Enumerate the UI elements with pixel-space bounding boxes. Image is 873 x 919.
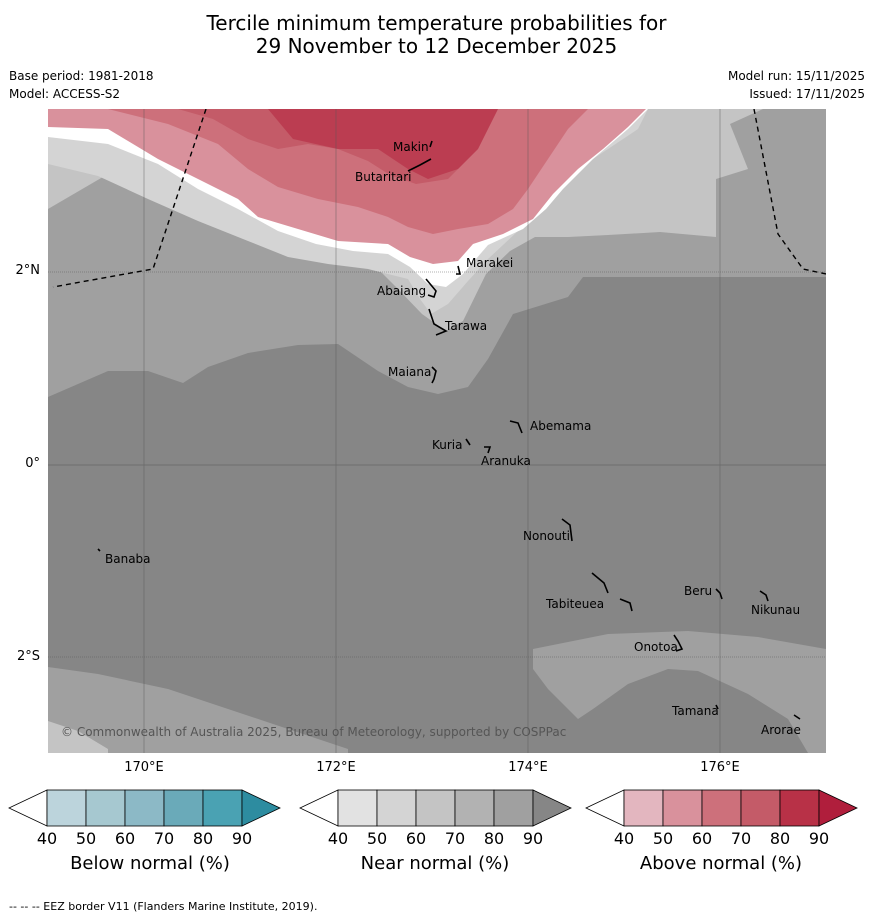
above-normal-80-region [268, 109, 498, 179]
colorbar-tick-label: 50 [367, 829, 387, 848]
colorbar-segment [202, 789, 243, 827]
lat-label-2s: 2°S [16, 649, 40, 664]
colorbar-min-extend [8, 789, 48, 827]
gridlines [48, 109, 826, 753]
colorbar-segment [124, 789, 165, 827]
label-near-normal: Near normal (%) [360, 853, 510, 874]
colorbar-segment [740, 789, 781, 827]
label-onotoa: Onotoa [634, 640, 678, 654]
label-beru: Beru [684, 584, 712, 598]
place-labels: Makin Butaritari Marakei Abaiang Tarawa … [105, 140, 801, 737]
eez-border [52, 109, 826, 288]
near-normal-south-80-region [533, 631, 826, 753]
label-kuria: Kuria [432, 438, 463, 452]
colorbar-segment [493, 789, 534, 827]
base-period: Base period: 1981-2018 [9, 69, 154, 83]
label-maiana: Maiana [388, 365, 431, 379]
colorbar-near-normal: 40 50 60 70 80 90 [299, 789, 572, 848]
lon-label-172: 172°E [316, 760, 356, 775]
label-nonouti: Nonouti [523, 529, 570, 543]
label-makin: Makin [393, 140, 429, 154]
colorbar-max-extend [241, 789, 281, 827]
title-line-1: Tercile minimum temperature probabilitie… [206, 11, 667, 35]
colorbar-tick-label: 40 [328, 829, 348, 848]
colorbar-segment [337, 789, 378, 827]
colorbar-segment [662, 789, 703, 827]
colorbar-tick-label: 70 [731, 829, 751, 848]
label-tamana: Tamana [671, 704, 719, 718]
label-butaritari: Butaritari [355, 170, 412, 184]
lon-label-170: 170°E [124, 760, 164, 775]
chart-title: Tercile minimum temperature probabilitie… [0, 12, 873, 58]
issued-date: Issued: 17/11/2025 [749, 87, 865, 101]
label-above-normal: Above normal (%) [639, 853, 803, 874]
lon-label-174: 174°E [508, 760, 548, 775]
label-tabiteuea: Tabiteuea [545, 597, 604, 611]
colorbar-tick-label: 80 [193, 829, 213, 848]
near-normal-south-west-region [48, 667, 348, 753]
colorbar-tick-label: 60 [406, 829, 426, 848]
meta-right: Model run: 15/11/2025 Issued: 17/11/2025 [728, 67, 865, 103]
colorbar-tick-label: 80 [484, 829, 504, 848]
colorbar-tick-label: 70 [154, 829, 174, 848]
colorbar-segment [623, 789, 664, 827]
title-line-2: 29 November to 12 December 2025 [255, 34, 618, 58]
label-abemama: Abemama [530, 419, 591, 433]
eez-footer-note: -- -- -- EEZ border V11 (Flanders Marine… [9, 900, 318, 913]
colorbar-tick-label: 80 [770, 829, 790, 848]
lat-label-0: 0° [25, 456, 40, 471]
colorbar-max-extend [818, 789, 858, 827]
colorbar-segment [85, 789, 126, 827]
colorbar-segment [415, 789, 456, 827]
label-arorae: Arorae [761, 723, 801, 737]
label-abaiang: Abaiang [377, 284, 426, 298]
lon-label-176: 176°E [700, 760, 740, 775]
probability-map: Makin Butaritari Marakei Abaiang Tarawa … [48, 109, 826, 753]
colorbar-segment [701, 789, 742, 827]
colorbar-segment [163, 789, 204, 827]
colorbar-tick-label: 60 [115, 829, 135, 848]
label-banaba: Banaba [105, 552, 151, 566]
label-tarawa: Tarawa [444, 319, 487, 333]
colorbar-segment [454, 789, 495, 827]
colorbar-tick-label: 90 [523, 829, 543, 848]
colorbar-below-normal: 40 50 60 70 80 90 [8, 789, 281, 848]
colorbar-segment [779, 789, 820, 827]
colorbar-tick-label: 90 [809, 829, 829, 848]
colorbar-tick-label: 50 [76, 829, 96, 848]
colorbar-tick-label: 60 [692, 829, 712, 848]
colorbar-max-extend [532, 789, 572, 827]
model-name: Model: ACCESS-S2 [9, 87, 121, 101]
model-run: Model run: 15/11/2025 [727, 69, 865, 83]
copyright-notice: © Commonwealth of Australia 2025, Bureau… [61, 725, 566, 739]
colorbar-tick-label: 90 [232, 829, 252, 848]
colorbar-segment [376, 789, 417, 827]
colorbar-tick-label: 40 [37, 829, 57, 848]
colorbars: 40 50 60 70 80 90 40 50 60 70 80 90 40 50 60 70 80 90 [8, 789, 858, 848]
label-below-normal: Below normal (%) [70, 853, 230, 874]
label-marakei: Marakei [466, 256, 513, 270]
colorbar-min-extend [299, 789, 339, 827]
near-normal-south-west-light [48, 721, 108, 753]
meta-left: Base period: 1981-2018 Model: ACCESS-S2 [9, 67, 154, 103]
label-nikunau: Nikunau [751, 603, 800, 617]
colorbar-above-normal: 40 50 60 70 80 90 [585, 789, 858, 848]
colorbar-tick-label: 70 [445, 829, 465, 848]
colorbar-tick-label: 50 [653, 829, 673, 848]
lat-label-2n: 2°N [15, 263, 41, 278]
island-outlines [97, 140, 801, 720]
colorbar-min-extend [585, 789, 625, 827]
label-aranuka: Aranuka [481, 454, 531, 468]
colorbar-tick-label: 40 [614, 829, 634, 848]
colorbar-segment [46, 789, 87, 827]
